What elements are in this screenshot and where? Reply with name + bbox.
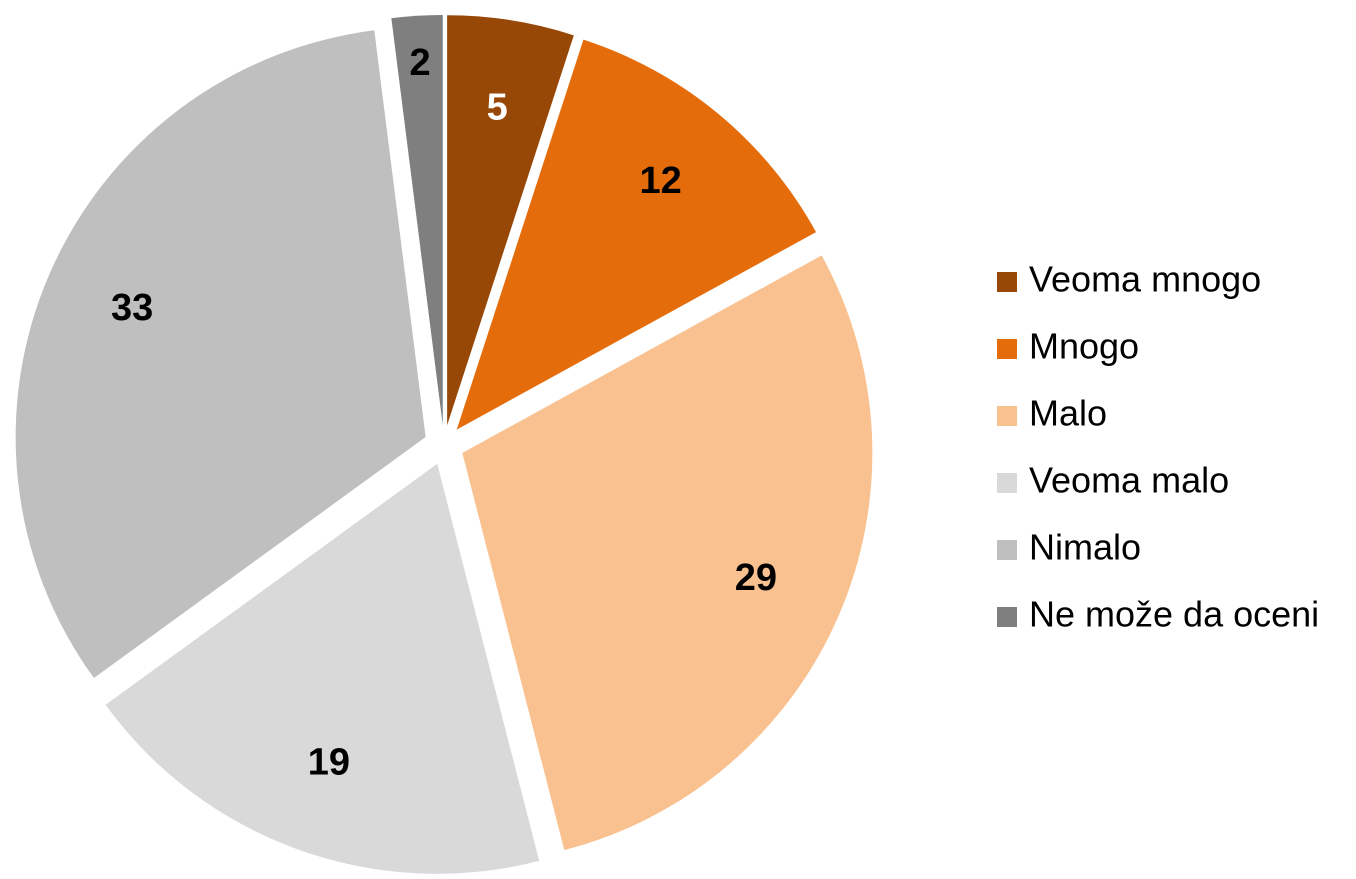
pie-slice — [456, 39, 817, 430]
legend-label: Malo — [1029, 393, 1107, 434]
legend-swatch — [997, 272, 1017, 292]
data-label: 29 — [735, 557, 777, 599]
data-label: 5 — [487, 86, 508, 128]
pie-slice — [15, 30, 426, 679]
pie-slice — [462, 255, 873, 851]
legend-label: Veoma malo — [1029, 460, 1229, 501]
legend-swatch — [997, 406, 1017, 426]
pie-slice — [391, 15, 443, 426]
data-label: 33 — [111, 287, 153, 329]
legend-label: Mnogo — [1029, 326, 1139, 367]
legend-swatch — [997, 607, 1017, 627]
legend-swatch — [997, 540, 1017, 560]
data-label: 19 — [308, 742, 350, 784]
legend-swatch — [997, 339, 1017, 359]
data-label: 12 — [639, 160, 681, 202]
legend-label: Veoma mnogo — [1029, 259, 1261, 300]
legend-label: Nimalo — [1029, 527, 1141, 568]
legend-label: Ne može da oceni — [1029, 594, 1319, 635]
legend-swatch — [997, 473, 1017, 493]
data-label: 2 — [410, 42, 431, 84]
pie-slice — [447, 15, 574, 426]
pie-slice — [105, 463, 540, 874]
